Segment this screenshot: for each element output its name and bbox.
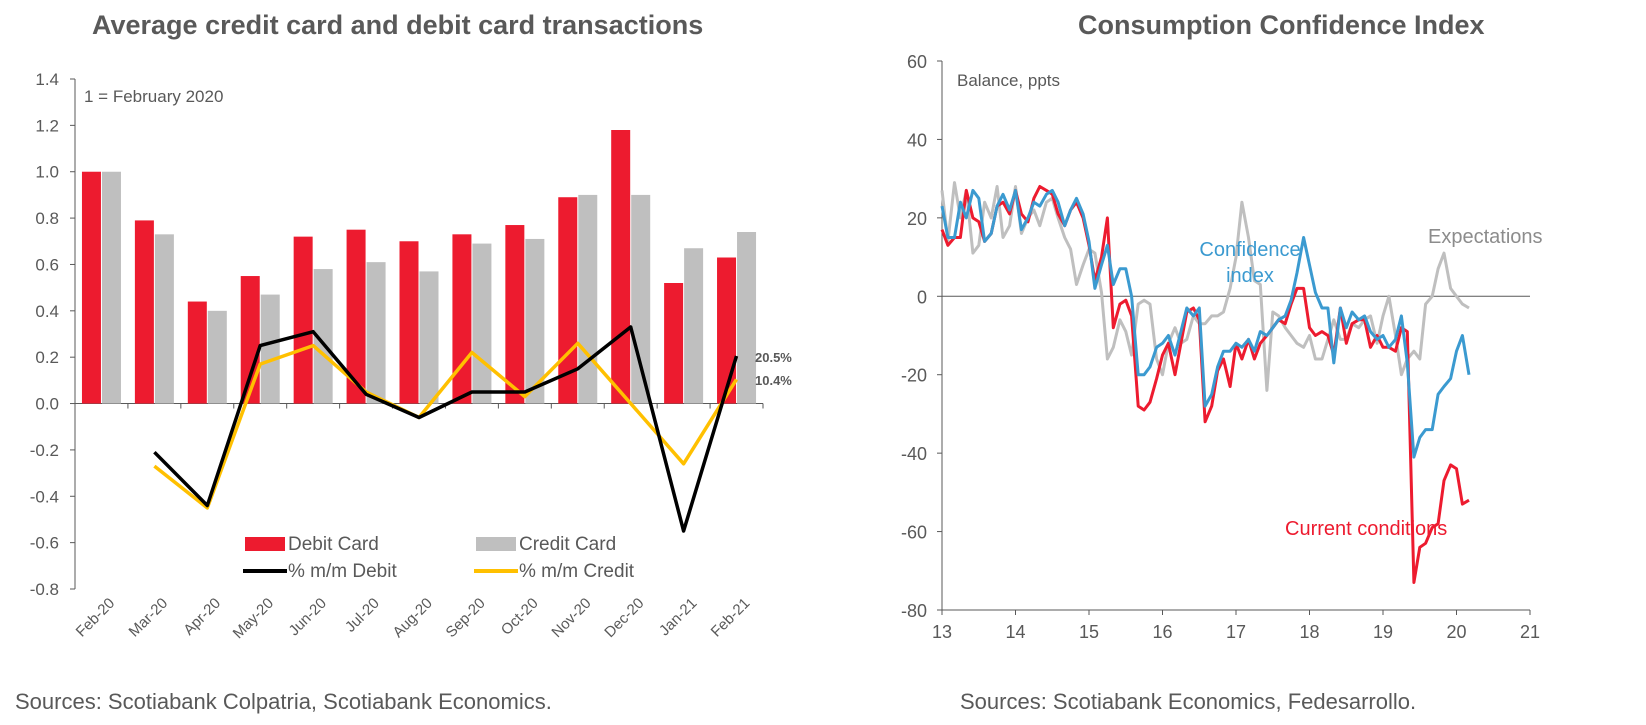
left-note: 1 = February 2020 <box>84 87 223 106</box>
credit-end-label: 10.4% <box>755 373 792 388</box>
debit-card-bar <box>134 220 154 404</box>
right-x-tick-label: 19 <box>1373 622 1393 642</box>
confidence-label-line2: index <box>1226 265 1274 287</box>
credit-card-bar <box>684 248 704 404</box>
left-y-tick-label: 1.4 <box>35 70 59 89</box>
left-x-tick-label: Feb-20 <box>73 595 119 641</box>
current-conditions-label: Current conditions <box>1285 518 1447 540</box>
right-y-tick-label: -80 <box>901 601 927 621</box>
left-y-tick-label: -0.8 <box>30 580 59 599</box>
right-x-tick-label: 15 <box>1079 622 1099 642</box>
left-x-tick-label: Dec-20 <box>601 595 647 641</box>
mm-debit-line <box>153 325 739 533</box>
left-chart-title: Average credit card and debit card trans… <box>92 10 704 40</box>
right-x-tick-label: 17 <box>1226 622 1246 642</box>
mm-credit-line <box>153 341 738 510</box>
legend-mm-debit-label: % m/m Debit <box>288 561 397 582</box>
left-x-tick-label: Oct-20 <box>498 595 542 639</box>
confidence-index-line <box>940 188 1471 459</box>
debit-card-bar <box>611 130 631 404</box>
debit-card-bar <box>346 229 366 404</box>
right-x-tick-label: 13 <box>932 622 952 642</box>
right-x-tick-label: 21 <box>1520 622 1540 642</box>
left-y-tick-label: 0.6 <box>35 255 59 274</box>
left-x-tick-label: Jul-20 <box>342 595 383 636</box>
left-y-tick-label: 1.0 <box>35 163 59 182</box>
left-y-tick-label: 1.2 <box>35 116 59 135</box>
left-x-tick-label: Jun-20 <box>286 595 330 639</box>
right-x-tick-label: 14 <box>1005 622 1025 642</box>
debit-card-bar <box>81 171 101 404</box>
left-legend: Debit Card Credit Card % m/m Debit % m/m… <box>243 534 635 582</box>
left-y-tick-label: -0.2 <box>30 441 59 460</box>
credit-card-bar <box>525 238 545 404</box>
left-x-tick-label: Nov-20 <box>548 595 594 641</box>
left-lines <box>153 325 739 533</box>
left-y-tick-label: 0.0 <box>35 395 59 414</box>
left-y-tick-label: 0.4 <box>35 302 59 321</box>
right-y-tick-label: -60 <box>901 523 927 543</box>
debit-card-bar <box>293 236 313 404</box>
right-y-tick-label: -20 <box>901 366 927 386</box>
right-y-tick-label: -40 <box>901 444 927 464</box>
credit-card-bar <box>472 243 492 404</box>
left-x-tick-label: Feb-21 <box>708 595 754 641</box>
left-x-tick-label: May-20 <box>230 595 277 642</box>
right-y-tick-label: 0 <box>917 287 927 307</box>
right-y-tick-label: 40 <box>907 130 927 150</box>
right-x-tick-label: 16 <box>1152 622 1172 642</box>
right-note: Balance, ppts <box>957 71 1060 90</box>
left-x-tick-label: Apr-20 <box>180 595 224 639</box>
right-y-tick-label: 60 <box>907 52 927 72</box>
credit-card-bar <box>313 269 333 404</box>
legend-credit-card-swatch <box>476 537 516 551</box>
credit-card-bar <box>101 171 121 404</box>
debit-card-bar <box>452 234 472 404</box>
credit-card-bar <box>260 294 280 404</box>
credit-card-bar <box>419 271 439 404</box>
confidence-chart-panel: Consumption Confidence Index 60 40 20 0 -20 -… <box>840 0 1646 725</box>
left-x-tick-label: Aug-20 <box>390 595 436 641</box>
left-source-note: Sources: Scotiabank Colpatria, Scotiaban… <box>15 689 552 714</box>
credit-card-bar <box>366 262 386 404</box>
debit-card-bar <box>717 257 737 404</box>
debit-card-bar <box>558 197 578 404</box>
left-x-tick-label: Sep-20 <box>443 595 489 641</box>
legend-debit-card-label: Debit Card <box>288 534 379 555</box>
right-x-tick-label: 18 <box>1299 622 1319 642</box>
debit-credit-chart: 1.4 1.2 1.0 0.8 0.6 0.4 0.2 0.0 -0.2 -0.4 -0.6 -0.8… <box>30 70 793 642</box>
credit-card-bar <box>578 194 598 404</box>
legend-credit-card-label: Credit Card <box>519 534 616 555</box>
legend-mm-credit-label: % m/m Credit <box>519 561 635 582</box>
debit-card-bar <box>664 283 684 404</box>
debit-card-bar <box>187 301 207 404</box>
debit-card-bar <box>240 276 260 404</box>
left-y-tick-label: 0.8 <box>35 209 59 228</box>
right-y-tick-label: 20 <box>907 209 927 229</box>
debit-card-bar <box>505 225 525 404</box>
credit-card-bar <box>154 234 174 404</box>
legend-debit-card-swatch <box>245 537 285 551</box>
debit-end-label: 20.5% <box>755 350 792 365</box>
credit-card-bar <box>207 310 227 404</box>
confidence-label-line1: Confidence <box>1199 239 1300 261</box>
right-chart-title: Consumption Confidence Index <box>1078 10 1485 40</box>
left-x-tick-label: Mar-20 <box>126 595 172 641</box>
expectations-label: Expectations <box>1428 226 1543 248</box>
credit-card-bar <box>737 232 757 404</box>
left-bars <box>81 130 757 404</box>
right-lines <box>940 181 1471 584</box>
debit-credit-chart-panel: Average credit card and debit card trans… <box>15 10 793 714</box>
right-source-note: Sources: Scotiabank Economics, Fedesarro… <box>960 689 1417 714</box>
left-y-tick-label: -0.4 <box>30 487 59 506</box>
left-x-tick-label: Jan-21 <box>656 595 700 639</box>
left-y-tick-label: -0.6 <box>30 534 59 553</box>
right-x-tick-label: 20 <box>1446 622 1466 642</box>
left-y-tick-label: 0.2 <box>35 348 59 367</box>
debit-card-bar <box>399 241 419 404</box>
